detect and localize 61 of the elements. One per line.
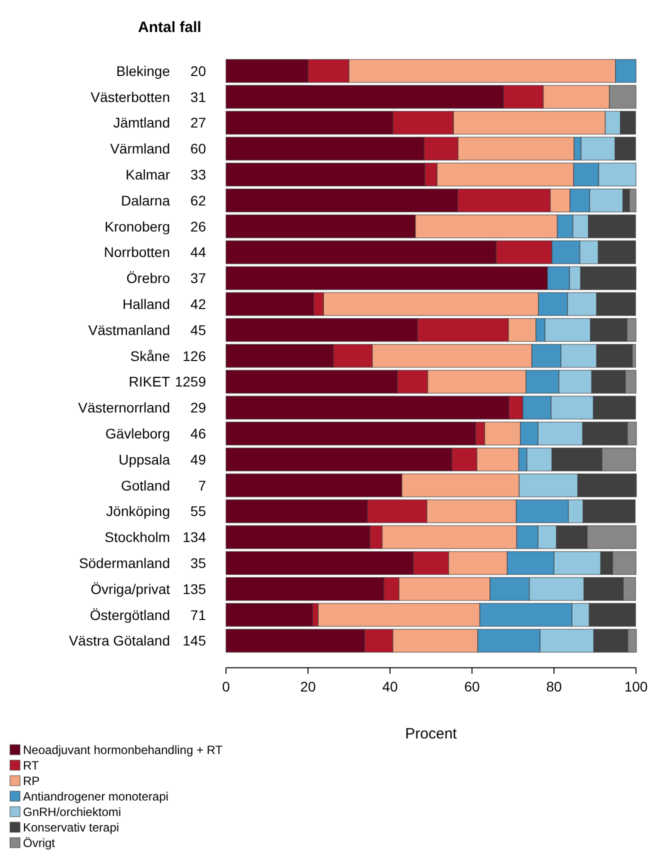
y-tick-label: Västernorrland <box>78 400 170 416</box>
x-tick-label: 20 <box>300 678 316 695</box>
y-tick-label: Västmanland <box>88 322 170 338</box>
text: 71 <box>190 606 206 623</box>
legend-label: GnRH/orchiektomi <box>23 804 122 819</box>
y-tick-label: Östergötland <box>90 606 170 623</box>
y-tick-label: Övriga/privat <box>90 580 170 597</box>
text: 62 <box>190 192 206 208</box>
x-tick-label: 100 <box>624 678 648 695</box>
x-tick-label: 40 <box>382 678 398 695</box>
text: 31 <box>190 88 206 105</box>
text: 145 <box>182 632 206 649</box>
text: 55 <box>190 503 206 520</box>
legend-label: Neoadjuvant hormonbehandling + RT <box>23 742 224 757</box>
x-tick-label: 80 <box>546 678 562 695</box>
text: 26 <box>190 218 206 234</box>
y-tick-label: Örebro <box>126 270 170 286</box>
legend-label: Antiandrogener monoterapi <box>23 789 168 804</box>
text: Antal fall <box>138 19 202 36</box>
text: 29 <box>190 400 206 416</box>
text: 46 <box>190 425 206 442</box>
y-tick-label: Kronoberg <box>104 218 170 234</box>
y-tick-label: Dalarna <box>120 192 170 208</box>
text: 134 <box>182 529 206 546</box>
text: 49 <box>190 451 206 468</box>
text: 35 <box>190 554 206 571</box>
text: 42 <box>190 296 206 312</box>
text: 60 <box>190 140 206 157</box>
y-tick-label: Västra Götaland <box>68 632 170 649</box>
text: 20 <box>190 62 206 79</box>
y-tick-label: Skåne <box>130 348 170 364</box>
y-tick-label: Jönköping <box>106 503 170 520</box>
y-tick-label: Stockholm <box>104 529 170 546</box>
x-tick-label: 0 <box>222 678 230 695</box>
x-axis-title: Procent <box>405 726 458 743</box>
legend-label: Övrigt <box>23 836 56 850</box>
y-tick-label: Värmland <box>110 140 170 157</box>
text: 33 <box>190 166 206 182</box>
legend-label: RP <box>23 774 40 788</box>
text: 135 <box>182 580 206 597</box>
y-tick-label: Jämtland <box>113 114 170 131</box>
y-tick-label: Gävleborg <box>105 425 170 442</box>
text: 45 <box>190 322 206 338</box>
text: 44 <box>190 244 206 260</box>
y-tick-label: Västerbotten <box>90 88 170 105</box>
y-tick-label: Gotland <box>120 477 170 494</box>
y-tick-label: Halland <box>122 296 170 312</box>
y-tick-label: Blekinge <box>116 62 170 79</box>
y-tick-label: Södermanland <box>78 554 170 571</box>
x-tick-label: 60 <box>464 678 480 695</box>
text: 37 <box>190 270 206 286</box>
legend-label: RT <box>23 758 40 772</box>
legend-label: Konservativ terapi <box>23 820 120 834</box>
y-tick-label: Norrbotten <box>104 244 170 260</box>
text: 126 <box>182 348 206 364</box>
y-tick-label: Uppsala <box>118 451 170 468</box>
y-tick-label: RIKET <box>128 374 170 390</box>
text: 1259 <box>174 374 206 390</box>
y-tick-label: Kalmar <box>126 166 170 182</box>
text: 7 <box>198 477 206 494</box>
text: 27 <box>190 114 206 131</box>
